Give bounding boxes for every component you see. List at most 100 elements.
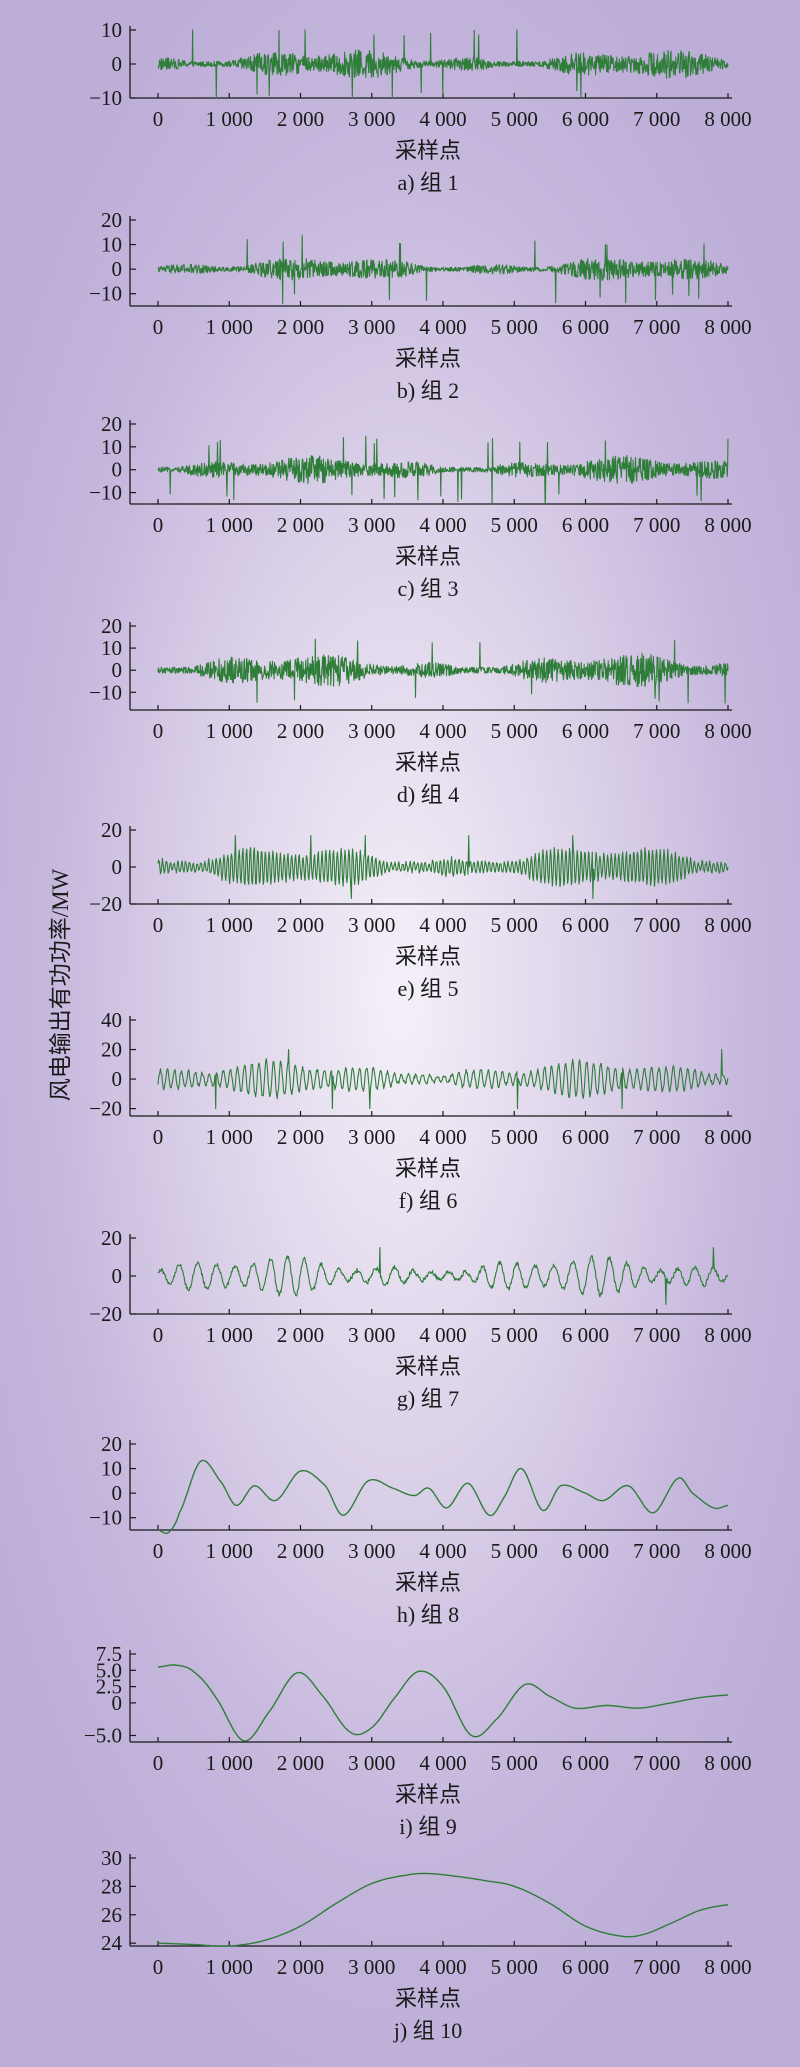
subplot-caption: j) 组 10	[393, 2018, 462, 2043]
x-tick-label: 6 000	[562, 1323, 609, 1347]
subplot-caption: e) 组 5	[397, 976, 458, 1001]
x-tick-label: 8 000	[704, 1323, 751, 1347]
y-tick-label: 0	[112, 1481, 123, 1505]
y-tick-label: 20	[101, 412, 122, 436]
y-tick-label: 10	[101, 435, 122, 459]
y-tick-label: 40	[101, 1008, 122, 1032]
x-tick-label: 0	[153, 513, 164, 537]
x-tick-label: 6 000	[562, 315, 609, 339]
x-tick-label: 1 000	[206, 513, 253, 537]
x-axis-label: 采样点	[395, 750, 461, 775]
x-tick-label: 0	[153, 315, 164, 339]
x-tick-label: 0	[153, 107, 164, 131]
x-tick-label: 7 000	[633, 1955, 680, 1979]
x-tick-label: 3 000	[348, 913, 395, 937]
y-tick-label: 30	[101, 1846, 122, 1870]
x-tick-label: 8 000	[704, 719, 751, 743]
series-line	[157, 1048, 729, 1110]
x-tick-label: 2 000	[277, 1751, 324, 1775]
y-tick-label: 0	[112, 658, 123, 682]
x-tick-label: 8 000	[704, 315, 751, 339]
subplot-10: 30 28 26 24 0 1 000 2 000 3 000 4 000 5 000 6 000 7…	[101, 1846, 752, 2043]
x-axis-label: 采样点	[395, 944, 461, 969]
x-tick-label: 1 000	[206, 1323, 253, 1347]
x-tick-label: 5 000	[491, 1323, 538, 1347]
series-line	[157, 29, 729, 99]
y-tick-label: −10	[89, 481, 122, 505]
subplot-caption: g) 组 7	[397, 1386, 459, 1411]
x-tick-label: 4 000	[419, 913, 466, 937]
x-tick-label: 1 000	[206, 315, 253, 339]
x-tick-label: 0	[153, 1323, 164, 1347]
y-tick-label: −20	[89, 1302, 122, 1326]
x-tick-label: 2 000	[277, 719, 324, 743]
x-tick-label: 4 000	[419, 513, 466, 537]
x-axis-label: 采样点	[395, 1354, 461, 1379]
x-axis-label: 采样点	[395, 544, 461, 569]
x-tick-label: 7 000	[633, 1751, 680, 1775]
y-tick-label: −20	[89, 1097, 122, 1121]
x-tick-label: 5 000	[491, 1539, 538, 1563]
x-tick-label: 1 000	[206, 1539, 253, 1563]
y-tick-label: 20	[101, 1432, 122, 1456]
subplot-9: 7.55.02.50−5.00 1 000 2 000 3 000 4 000 5 000…	[84, 1642, 752, 1839]
x-tick-label: 2 000	[277, 107, 324, 131]
y-tick-label: 2.5	[96, 1675, 122, 1699]
x-tick-label: 8 000	[704, 1539, 751, 1563]
series-line	[157, 1459, 729, 1534]
y-tick-label: 20	[101, 614, 122, 638]
y-tick-label: −5.0	[84, 1723, 122, 1747]
y-tick-label: 7.5	[96, 1642, 122, 1666]
x-tick-label: 3 000	[348, 1539, 395, 1563]
subplot-caption: d) 组 4	[397, 782, 459, 807]
x-tick-label: 5 000	[491, 315, 538, 339]
x-tick-label: 8 000	[704, 513, 751, 537]
y-tick-label: −10	[89, 680, 122, 704]
x-tick-label: 4 000	[419, 107, 466, 131]
x-tick-label: 6 000	[562, 1125, 609, 1149]
x-tick-label: 8 000	[704, 913, 751, 937]
series-line	[157, 1664, 728, 1742]
y-tick-label: 0	[112, 458, 123, 482]
x-axis-label: 采样点	[395, 138, 461, 163]
subplot-7: 20 0 −20 0 1 000 2 000 3 000 4 000 5 000 6 000 7 0…	[89, 1226, 751, 1411]
y-tick-label: 10	[101, 233, 122, 257]
subplot-5: 20 0 −20 0 1 000 2 000 3 000 4 000 5 000 6 000 7 0…	[89, 818, 751, 1001]
x-tick-label: 4 000	[419, 315, 466, 339]
series-line	[157, 1246, 729, 1306]
x-tick-label: 6 000	[562, 1955, 609, 1979]
x-tick-label: 4 000	[419, 1955, 466, 1979]
x-tick-label: 0	[153, 913, 164, 937]
x-tick-label: 6 000	[562, 513, 609, 537]
x-tick-label: 4 000	[419, 1751, 466, 1775]
y-tick-label: 26	[101, 1903, 122, 1927]
x-tick-label: 2 000	[277, 913, 324, 937]
series-line	[157, 234, 729, 304]
x-tick-label: 6 000	[562, 913, 609, 937]
series-line	[158, 1872, 729, 1947]
x-tick-label: 7 000	[633, 1539, 680, 1563]
x-tick-label: 2 000	[277, 315, 324, 339]
subplot-caption: f) 组 6	[399, 1188, 458, 1213]
y-tick-label: 5.0	[96, 1658, 122, 1682]
x-axis-label: 采样点	[395, 1570, 461, 1595]
y-tick-label: 0	[112, 1691, 123, 1715]
x-tick-label: 5 000	[491, 719, 538, 743]
x-tick-label: 1 000	[206, 1125, 253, 1149]
subplot-caption: c) 组 3	[397, 576, 458, 601]
x-axis-label: 采样点	[395, 1782, 461, 1807]
x-tick-label: 8 000	[704, 107, 751, 131]
subplot-6: 40 20 0 −20 0 1 000 2 000 3 000 4 000 5 000 6 000 7…	[89, 1008, 751, 1213]
y-tick-label: 10	[101, 1457, 122, 1481]
x-tick-label: 7 000	[633, 513, 680, 537]
x-tick-label: 2 000	[277, 513, 324, 537]
y-tick-label: 10	[101, 636, 122, 660]
y-tick-label: 0	[112, 1067, 123, 1091]
x-tick-label: 7 000	[633, 315, 680, 339]
x-tick-label: 8 000	[704, 1955, 751, 1979]
y-tick-label: 28	[101, 1874, 122, 1898]
y-tick-label: 10	[101, 18, 122, 42]
